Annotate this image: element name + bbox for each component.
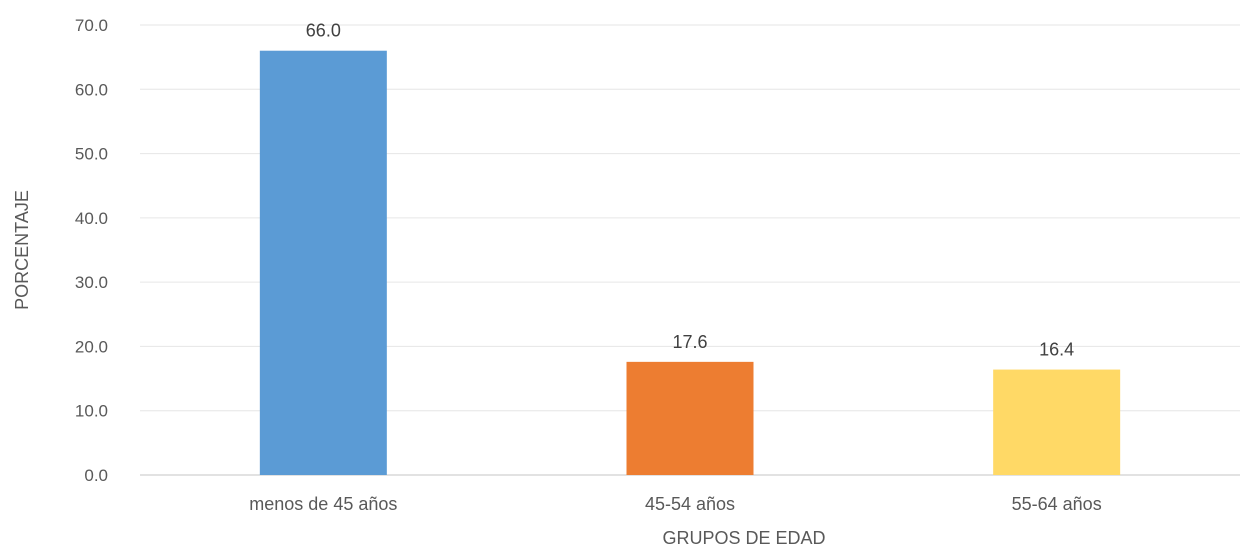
bar — [259, 50, 387, 475]
x-category-label: menos de 45 años — [249, 494, 397, 514]
y-tick-label: 60.0 — [75, 80, 108, 99]
y-tick-label: 70.0 — [75, 16, 108, 35]
y-tick-label: 40.0 — [75, 209, 108, 228]
bar — [626, 361, 754, 475]
data-label: 17.6 — [672, 332, 707, 352]
data-labels: 66.0 17.6 16.4 — [306, 21, 1074, 360]
y-tick-label: 20.0 — [75, 337, 108, 356]
x-category-label: 45-54 años — [645, 494, 735, 514]
x-category-label: 55-64 años — [1012, 494, 1102, 514]
bar — [993, 369, 1121, 475]
y-tick-label: 0.0 — [84, 466, 108, 485]
y-tick-label: 50.0 — [75, 145, 108, 164]
data-label: 66.0 — [306, 21, 341, 41]
y-tick-label: 30.0 — [75, 273, 108, 292]
y-axis-ticks: 0.0 10.0 20.0 30.0 40.0 50.0 60.0 70.0 — [75, 16, 108, 485]
y-tick-label: 10.0 — [75, 402, 108, 421]
x-axis-title: GRUPOS DE EDAD — [662, 528, 825, 547]
bars — [259, 50, 1121, 475]
data-label: 16.4 — [1039, 340, 1074, 360]
x-axis-categories: menos de 45 años 45-54 años 55-64 años — [249, 494, 1101, 514]
y-axis-title: PORCENTAJE — [12, 190, 32, 310]
